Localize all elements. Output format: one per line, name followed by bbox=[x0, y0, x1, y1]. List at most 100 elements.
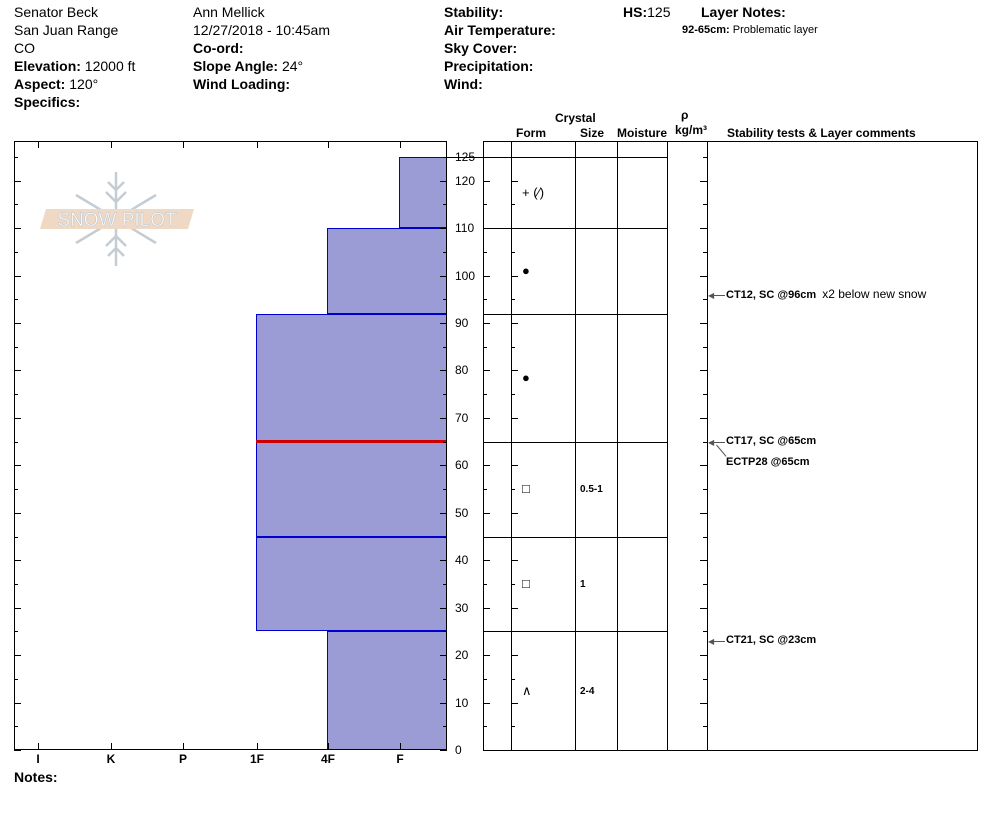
arrow-head-icon: ◀ bbox=[708, 290, 715, 300]
depth-tick bbox=[511, 726, 515, 728]
crystal-header: Crystal bbox=[555, 111, 596, 125]
test-arrow bbox=[712, 640, 725, 642]
depth-tick bbox=[483, 560, 490, 562]
depth-tick bbox=[703, 204, 707, 206]
depth-tick bbox=[440, 560, 447, 562]
depth-label: 90 bbox=[455, 316, 469, 331]
depth-tick bbox=[14, 299, 18, 301]
hs: HS:125 bbox=[623, 3, 670, 21]
aspect-value: 120° bbox=[69, 76, 99, 92]
column-divider bbox=[667, 141, 668, 751]
depth-label: 40 bbox=[455, 553, 469, 568]
depth-tick bbox=[14, 655, 21, 657]
depth-tick bbox=[483, 394, 487, 396]
stability-test: CT21, SC @23cm bbox=[726, 634, 816, 647]
depth-tick bbox=[703, 726, 707, 728]
snowflake-icon: SNOW PILOT bbox=[40, 172, 194, 266]
depth-tick bbox=[443, 204, 447, 206]
depth-tick bbox=[14, 583, 18, 585]
depth-tick bbox=[703, 251, 707, 253]
layer-notes-label: Layer Notes: bbox=[701, 4, 786, 20]
column-divider bbox=[707, 141, 708, 751]
depth-tick bbox=[483, 251, 487, 253]
depth-tick bbox=[440, 370, 447, 372]
depth-label: 125 bbox=[455, 150, 476, 164]
comments-header: Stability tests & Layer comments bbox=[727, 126, 916, 140]
hardness-tick bbox=[111, 141, 112, 148]
depth-label: 10 bbox=[455, 695, 469, 710]
depth-label: 60 bbox=[455, 458, 469, 473]
depth-tick bbox=[440, 323, 447, 325]
depth-tick bbox=[14, 560, 21, 562]
crystal-form-symbol: ● bbox=[522, 369, 530, 385]
size-header: Size bbox=[580, 126, 605, 140]
depth-label: 80 bbox=[455, 363, 469, 378]
hardness-tick bbox=[183, 743, 184, 750]
layer-boundary bbox=[483, 536, 667, 538]
depth-tick bbox=[511, 299, 515, 301]
stability-test: ECTP28 @65cm bbox=[726, 456, 810, 469]
depth-tick bbox=[511, 417, 518, 419]
depth-label: 100 bbox=[455, 268, 476, 283]
moisture-header: Moisture bbox=[617, 126, 668, 140]
depth-tick bbox=[440, 180, 447, 182]
depth-tick bbox=[440, 750, 447, 751]
depth-tick bbox=[703, 678, 707, 680]
depth-tick bbox=[703, 536, 707, 538]
column-divider bbox=[511, 141, 512, 751]
layer-boundary bbox=[483, 228, 667, 230]
observer: Ann Mellick bbox=[193, 4, 265, 20]
depth-tick bbox=[511, 655, 518, 657]
stability-test: CT12, SC @96cm x2 below new snow bbox=[726, 287, 926, 302]
test-result: CT21, SC @23cm bbox=[726, 633, 817, 646]
test-result: CT12, SC @96cm bbox=[726, 288, 817, 301]
hardness-tick bbox=[400, 141, 401, 148]
depth-125-line bbox=[447, 157, 483, 158]
precip-label: Precipitation: bbox=[444, 58, 534, 74]
aspect-label: Aspect: bbox=[14, 76, 66, 92]
crystal-size: 2-4 bbox=[580, 685, 595, 697]
hardness-label: F bbox=[396, 752, 404, 766]
depth-tick bbox=[14, 370, 21, 372]
depth-tick bbox=[700, 512, 707, 514]
depth-tick bbox=[511, 702, 518, 704]
depth-tick bbox=[483, 726, 487, 728]
depth-tick bbox=[703, 346, 707, 348]
slope-label: Slope Angle: bbox=[193, 58, 279, 74]
hs-value: 125 bbox=[647, 4, 671, 20]
elevation-label: Elevation: bbox=[14, 58, 81, 74]
test-result: ECTP28 @65cm bbox=[726, 455, 810, 468]
depth-tick bbox=[14, 465, 21, 467]
depth-tick bbox=[14, 417, 21, 419]
wind-loading-label: Wind Loading: bbox=[193, 76, 291, 92]
depth-tick bbox=[511, 512, 518, 514]
depth-tick bbox=[700, 417, 707, 419]
depth-tick bbox=[14, 607, 21, 609]
hardness-label: P bbox=[178, 752, 188, 766]
aspect: Aspect: 120° bbox=[14, 75, 98, 93]
depth-tick bbox=[700, 702, 707, 704]
depth-tick bbox=[700, 370, 707, 372]
depth-tick bbox=[511, 180, 518, 182]
depth-tick bbox=[700, 180, 707, 182]
depth-tick bbox=[511, 346, 515, 348]
depth-tick bbox=[511, 583, 515, 585]
arrow-head-icon: ◀ bbox=[708, 636, 715, 646]
depth-tick bbox=[443, 299, 447, 301]
depth-tick bbox=[443, 157, 447, 158]
depth-tick bbox=[440, 607, 447, 609]
elevation: Elevation: 12000 ft bbox=[14, 57, 135, 75]
depth-tick bbox=[14, 323, 21, 325]
depth-tick bbox=[511, 370, 518, 372]
depth-tick bbox=[14, 228, 21, 230]
depth-tick bbox=[14, 394, 18, 396]
hardness-tick bbox=[111, 743, 112, 750]
depth-tick bbox=[14, 180, 21, 182]
depth-tick bbox=[483, 275, 490, 277]
depth-label: 110 bbox=[455, 221, 475, 236]
depth-tick bbox=[443, 726, 447, 728]
depth-tick bbox=[483, 607, 490, 609]
hardness-label: I bbox=[36, 752, 40, 766]
depth-tick bbox=[483, 417, 490, 419]
depth-tick bbox=[443, 346, 447, 348]
